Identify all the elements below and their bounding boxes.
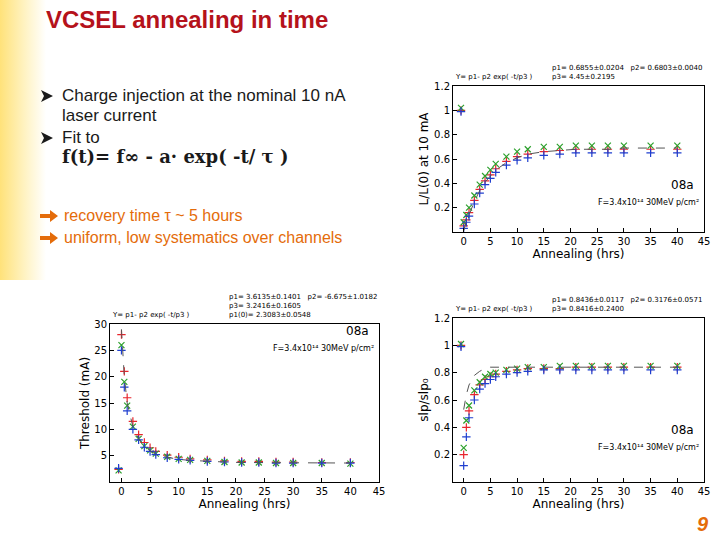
svg-text:0.8: 0.8 [434,129,450,140]
svg-text:p1= 3.6135±0.1401 p2= -6.675: p1= 3.6135±0.1401 p2= -6.675±1.0182p3= 3… [229,293,377,319]
svg-text:45: 45 [373,486,386,497]
svg-text:35: 35 [315,486,328,497]
svg-text:30: 30 [618,236,631,247]
svg-text:25: 25 [591,486,604,497]
svg-text:0.8: 0.8 [434,367,450,378]
svg-text:5: 5 [147,486,153,497]
svg-text:08a: 08a [346,324,369,338]
svg-text:20: 20 [230,486,243,497]
html-text:recovery time τ ~ 5 hours: recovery time τ ~ 5 hours [64,207,243,224]
svg-text:30: 30 [618,486,631,497]
svg-text:08a: 08a [671,423,694,437]
svg-text:0.6: 0.6 [434,154,450,165]
svg-text:L/L(0) at 10 mA: L/L(0) at 10 mA [417,112,431,206]
svg-text:15: 15 [537,236,550,247]
svg-text:30: 30 [287,486,300,497]
svg-text:30: 30 [94,319,107,330]
svg-text:20: 20 [564,486,577,497]
svg-text:15: 15 [201,486,214,497]
svg-text:Threshold (mA): Threshold (mA) [78,357,92,450]
svg-text:1.2: 1.2 [434,81,450,92]
svg-text:5: 5 [101,450,107,461]
html-text:Fit to: Fit to [62,128,100,147]
svg-text:0: 0 [460,236,466,247]
html-text:uniform, low systematics over: uniform, low systematics over channels [64,229,343,246]
html-text:VCSEL annealing in time: VCSEL annealing in time [46,6,329,33]
svg-text:0: 0 [118,486,124,497]
svg-text:15: 15 [537,486,550,497]
svg-text:slp/slp₀: slp/slp₀ [417,378,431,421]
svg-text:0.4: 0.4 [434,422,450,433]
svg-text:F=3.4x10¹⁴ 30MeV p/cm²: F=3.4x10¹⁴ 30MeV p/cm² [598,443,699,452]
svg-text:F=3.4x10¹⁴ 30MeV p/cm²: F=3.4x10¹⁴ 30MeV p/cm² [598,198,699,207]
svg-text:Y= p1- p2 exp( -t/p3 ): Y= p1- p2 exp( -t/p3 ) [455,73,533,81]
svg-text:10: 10 [511,486,524,497]
svg-text:25: 25 [94,345,107,356]
svg-text:15: 15 [94,398,107,409]
html-text:Charge injection at the nomina: Charge injection at the nominal 10 nA la… [62,86,345,125]
svg-text:0: 0 [460,486,466,497]
svg-text:40: 40 [671,486,684,497]
svg-text:08a: 08a [671,178,694,192]
svg-text:45: 45 [698,236,711,247]
svg-text:0.2: 0.2 [434,202,450,213]
svg-text:Annealing (hrs): Annealing (hrs) [532,247,624,261]
svg-text:35: 35 [644,236,657,247]
svg-text:0.2: 0.2 [434,449,450,460]
svg-text:1: 1 [444,105,450,116]
svg-text:0.6: 0.6 [434,395,450,406]
svg-text:20: 20 [564,236,577,247]
svg-text:p1= 0.6855±0.0204 p2= 0.6803: p1= 0.6855±0.0204 p2= 0.6803±0.0040p3= 4… [552,64,702,81]
svg-text:45: 45 [698,486,711,497]
svg-text:p1= 0.8436±0.0117 p2= 0.3176: p1= 0.8436±0.0117 p2= 0.3176±0.0571p3= 0… [552,296,702,313]
svg-text:25: 25 [591,236,604,247]
svg-text:0.4: 0.4 [434,178,450,189]
svg-text:10: 10 [94,424,107,435]
svg-text:Y= p1- p2 exp( -t/p3 ): Y= p1- p2 exp( -t/p3 ) [455,305,533,313]
svg-text:25: 25 [258,486,271,497]
svg-text:Annealing (hrs): Annealing (hrs) [198,497,290,511]
svg-text:20: 20 [94,371,107,382]
svg-text:F=3.4x10¹⁴ 30MeV p/cm²: F=3.4x10¹⁴ 30MeV p/cm² [273,344,374,353]
svg-text:5: 5 [487,486,493,497]
svg-text:40: 40 [671,236,684,247]
svg-text:Y= p1- p2 exp( -t/p3 ): Y= p1- p2 exp( -t/p3 ) [112,311,190,319]
svg-text:35: 35 [644,486,657,497]
html-text:f(t)= f∞ - a· exp( -t/ τ ): f(t)= f∞ - a· exp( -t/ τ ) [62,146,289,167]
html-text:9: 9 [696,513,708,535]
svg-text:1: 1 [444,340,450,351]
svg-text:10: 10 [172,486,185,497]
svg-text:10: 10 [511,236,524,247]
svg-text:1.2: 1.2 [434,313,450,324]
svg-text:Annealing (hrs): Annealing (hrs) [532,497,624,511]
svg-text:5: 5 [487,236,493,247]
svg-text:40: 40 [344,486,357,497]
